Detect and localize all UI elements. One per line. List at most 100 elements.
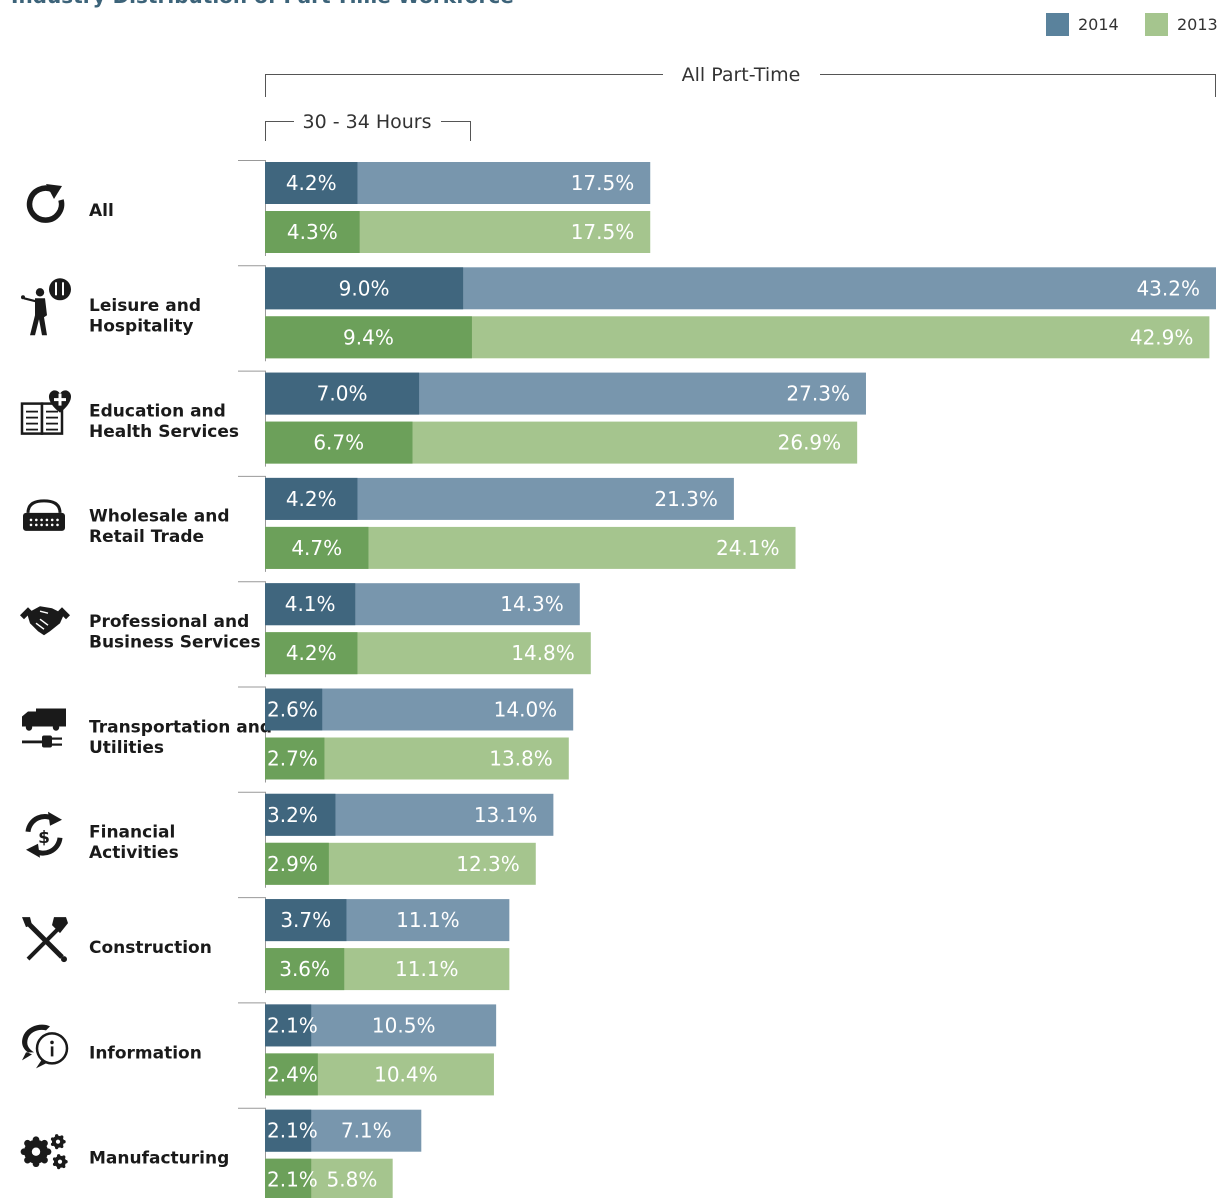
category-label: Financial Activities [89,823,179,864]
label-2013-all-part-time: 14.8% [511,641,575,665]
label-2013-all-part-time: 11.1% [395,957,459,981]
bar-2014-30-34-hours [265,162,358,204]
hours-bracket-right [441,121,471,141]
hours-30-34-label: 30 - 34 Hours [303,111,432,133]
category-label: Education and Health Services [89,401,239,442]
category-label: All [89,201,114,221]
basket-icon [23,499,65,531]
label-2013-30-34-hours: 2.9% [267,852,318,876]
bar-2014-30-34-hours [265,793,336,836]
label-2014-all-part-time: 14.0% [494,698,558,722]
refresh-icon [26,184,65,223]
label-2014-30-34-hours: 4.2% [286,171,337,195]
category-label: Construction [89,938,212,958]
hours-bracket-left [265,121,294,141]
bar-2014-30-34-hours [265,477,358,520]
label-2013-all-part-time: 10.4% [374,1062,438,1086]
label-2013-all-part-time: 13.8% [489,747,553,771]
label-2013-30-34-hours: 4.7% [291,536,342,560]
label-2014-30-34-hours: 9.0% [339,276,390,300]
label-2014-all-part-time: 13.1% [474,803,538,827]
label-2013-all-part-time: 42.9% [1130,325,1194,349]
bar-2013-30-34-hours [265,948,345,991]
row-wholesale-and-retail-trade: Wholesale and Retail Trade 4.2% 21.3% 4.7% 24… [23,475,796,572]
bar-2013-30-34-hours [265,316,472,359]
range-brackets: All Part-Time 30 - 34 Hours [265,64,1216,141]
label-2014-all-part-time: 43.2% [1136,276,1200,300]
legend-2013: 2013 [1145,12,1217,37]
legend-swatch-2013 [1145,13,1168,36]
bar-2014-30-34-hours [265,688,323,731]
label-2013-all-part-time: 24.1% [716,536,780,560]
row-education-and-health-services: Education and Health Services 7.0% 27.3% 6.7… [20,370,866,467]
label-2013-all-part-time: 17.5% [571,220,635,244]
label-2014-30-34-hours: 2.1% [267,1119,318,1143]
label-2013-30-34-hours: 9.4% [343,325,394,349]
bar-2013-30-34-hours [265,632,358,675]
legend-2014: 2014 [1046,12,1119,37]
category-label: Transportation and Utilities [89,717,272,758]
bar-2014-30-34-hours [265,1004,312,1047]
category-label: Wholesale and Retail Trade [89,507,230,548]
bar-2014-30-34-hours [265,1109,312,1152]
label-2014-all-part-time: 21.3% [654,487,718,511]
label-2014-all-part-time: 17.5% [571,171,635,195]
label-2014-all-part-time: 14.3% [500,592,564,616]
bar-2014-30-34-hours [265,899,347,942]
gears-icon [20,1134,68,1170]
row-leisure-and-hospitality: Leisure and Hospitality 9.0% 43.2% 9.4% 42.9% [21,265,1216,362]
row-information: Information 2.1% 10.5% 2.4% 10.4% [22,1002,497,1099]
row-all: All 4.2% 17.5% 4.3% 17.5% [26,160,651,256]
label-2013-30-34-hours: 2.1% [267,1168,318,1192]
legend-label-2014: 2014 [1078,15,1119,34]
label-2013-30-34-hours: 2.4% [267,1062,318,1086]
bar-2013-30-34-hours [265,842,329,885]
bar-2014-30-34-hours [265,583,356,626]
label-2013-all-part-time: 5.8% [327,1168,378,1192]
chart-rows: All 4.2% 17.5% 4.3% 17.5% Leisure and Hospital… [20,160,1216,1198]
label-2014-30-34-hours: 2.1% [267,1013,318,1037]
category-label: Manufacturing [89,1149,229,1169]
label-2013-30-34-hours: 6.7% [313,431,364,455]
label-2013-30-34-hours: 2.7% [267,747,318,771]
dollar-cycle-icon: $ [25,811,63,858]
label-2014-all-part-time: 10.5% [372,1013,436,1037]
label-2013-30-34-hours: 4.2% [286,641,337,665]
bar-2013-30-34-hours [265,1158,312,1198]
tools-icon [22,917,68,963]
category-label: Leisure and Hospitality [89,296,201,337]
bar-2014-30-34-hours [265,267,464,310]
label-2014-all-part-time: 7.1% [341,1119,392,1143]
category-label: Professional and Business Services [89,612,261,653]
row-construction: Construction 3.7% 11.1% 3.6% 11.1% [22,897,510,994]
label-2014-30-34-hours: 3.2% [267,803,318,827]
row-manufacturing: Manufacturing 2.1% 7.1% 2.1% 5.8% [20,1107,422,1198]
label-2013-all-part-time: 12.3% [456,852,520,876]
bar-2013-30-34-hours [265,421,413,464]
label-2013-30-34-hours: 3.6% [279,957,330,981]
label-2013-all-part-time: 26.9% [778,431,842,455]
category-label: Information [89,1043,202,1063]
legend-label-2013: 2013 [1177,15,1217,34]
all-part-time-bracket-left [265,74,663,97]
label-2014-30-34-hours: 4.1% [285,592,336,616]
book-heart-icon [20,390,72,435]
row-financial-activities: $ Financial Activities 3.2% 13.1% 2.9% 12.3% [25,791,554,888]
label-2014-30-34-hours: 4.2% [286,487,337,511]
label-2013-30-34-hours: 4.3% [287,220,338,244]
bar-2013-30-34-hours [265,526,369,569]
bar-2013-30-34-hours [265,737,325,780]
bar-2013-30-34-hours [265,1053,318,1096]
label-2014-30-34-hours: 7.0% [317,382,368,406]
label-2014-all-part-time: 27.3% [786,382,850,406]
truck-plug-icon [22,708,66,748]
label-2014-30-34-hours: 3.7% [280,908,331,932]
legend-swatch-2014 [1046,13,1069,36]
bar-2013-30-34-hours [265,211,360,253]
label-2014-30-34-hours: 2.6% [267,698,318,722]
handshake-icon [20,606,70,636]
all-part-time-label: All Part-Time [682,64,801,86]
svg-text:$: $ [38,828,50,848]
